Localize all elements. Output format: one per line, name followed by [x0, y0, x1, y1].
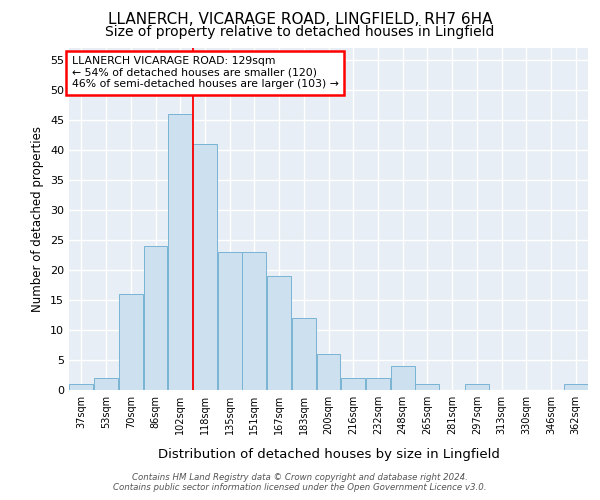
- Text: LLANERCH VICARAGE ROAD: 129sqm
← 54% of detached houses are smaller (120)
46% of: LLANERCH VICARAGE ROAD: 129sqm ← 54% of …: [71, 56, 338, 90]
- Bar: [465, 384, 489, 390]
- Bar: [563, 384, 587, 390]
- Bar: [341, 378, 365, 390]
- Text: Size of property relative to detached houses in Lingfield: Size of property relative to detached ho…: [106, 25, 494, 39]
- Y-axis label: Number of detached properties: Number of detached properties: [31, 126, 44, 312]
- Bar: [391, 366, 415, 390]
- Bar: [193, 144, 217, 390]
- Bar: [94, 378, 118, 390]
- Bar: [218, 252, 242, 390]
- Bar: [70, 384, 94, 390]
- Bar: [143, 246, 167, 390]
- X-axis label: Distribution of detached houses by size in Lingfield: Distribution of detached houses by size …: [158, 448, 499, 461]
- Bar: [415, 384, 439, 390]
- Bar: [366, 378, 390, 390]
- Text: Contains HM Land Registry data © Crown copyright and database right 2024.
Contai: Contains HM Land Registry data © Crown c…: [113, 473, 487, 492]
- Bar: [242, 252, 266, 390]
- Text: LLANERCH, VICARAGE ROAD, LINGFIELD, RH7 6HA: LLANERCH, VICARAGE ROAD, LINGFIELD, RH7 …: [108, 12, 492, 28]
- Bar: [119, 294, 143, 390]
- Bar: [267, 276, 291, 390]
- Bar: [292, 318, 316, 390]
- Bar: [168, 114, 192, 390]
- Bar: [317, 354, 340, 390]
